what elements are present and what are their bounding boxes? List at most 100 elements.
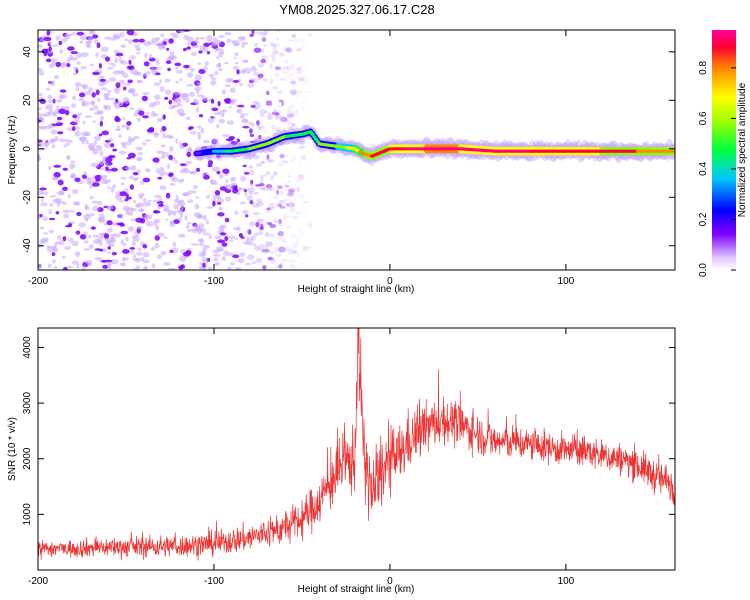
noise-dot	[66, 265, 74, 269]
noise-dot	[68, 139, 73, 143]
noise-dot	[139, 208, 144, 213]
noise-dot	[142, 197, 147, 203]
noise-dot	[266, 90, 270, 96]
noise-dot	[39, 187, 47, 191]
noise-dot	[274, 115, 281, 120]
noise-dot	[189, 170, 197, 174]
noise-dot	[87, 262, 92, 267]
noise-dot	[232, 254, 240, 259]
noise-dot	[137, 80, 141, 84]
noise-dot	[256, 201, 264, 207]
noise-dot	[107, 97, 116, 101]
noise-dot	[101, 130, 109, 136]
noise-dot	[221, 89, 227, 95]
noise-dot	[77, 112, 83, 116]
noise-dot	[266, 101, 272, 107]
spectrogram-x-label: Height of straight line (km)	[298, 284, 415, 295]
noise-dot	[118, 133, 122, 138]
noise-dot	[176, 99, 182, 105]
noise-dot	[213, 39, 222, 46]
noise-dot	[150, 246, 156, 251]
noise-dot	[244, 191, 248, 197]
noise-dot	[249, 169, 255, 176]
noise-dot	[89, 107, 95, 112]
noise-dot	[136, 225, 143, 230]
noise-dot	[162, 204, 170, 211]
noise-dot	[290, 265, 297, 269]
noise-dot	[297, 238, 304, 242]
noise-dot	[258, 230, 263, 236]
noise-dot	[153, 82, 160, 86]
noise-dot	[286, 107, 292, 112]
noise-dot	[223, 184, 230, 188]
noise-dot	[159, 79, 162, 84]
noise-dot	[142, 73, 148, 77]
noise-dot	[112, 101, 118, 107]
noise-dot	[114, 117, 121, 123]
noise-dot	[283, 66, 291, 71]
noise-dot	[222, 168, 230, 174]
noise-dot	[41, 237, 48, 244]
noise-dot	[118, 222, 124, 226]
noise-dot	[225, 196, 232, 202]
noise-dot	[107, 251, 111, 255]
noise-dot	[56, 105, 60, 110]
noise-dot	[299, 106, 307, 111]
noise-dot	[291, 62, 295, 69]
noise-dot	[246, 229, 250, 234]
noise-dot	[242, 209, 249, 215]
noise-dot	[202, 139, 210, 144]
noise-dot	[88, 243, 94, 249]
noise-dot	[210, 77, 217, 81]
noise-dot	[258, 125, 266, 129]
colorbar-tick-label: 0.4	[698, 162, 709, 176]
noise-dot	[305, 79, 312, 85]
noise-dot	[296, 40, 303, 44]
noise-dot	[92, 205, 100, 212]
noise-dot	[279, 52, 285, 58]
noise-dot	[265, 241, 274, 247]
noise-dot	[246, 71, 251, 75]
noise-dot	[261, 249, 268, 254]
noise-dot	[38, 125, 44, 130]
noise-dot	[138, 195, 144, 199]
noise-dot	[215, 56, 220, 59]
noise-dot	[284, 116, 291, 120]
noise-dot	[62, 167, 69, 171]
noise-dot	[208, 233, 212, 240]
noise-dot	[124, 99, 130, 105]
noise-dot	[114, 57, 119, 64]
noise-dot	[239, 252, 246, 257]
noise-dot	[299, 65, 306, 69]
noise-dot	[99, 78, 106, 82]
noise-dot	[289, 89, 297, 95]
noise-dot	[64, 109, 70, 116]
noise-dot	[262, 187, 266, 191]
noise-dot	[62, 255, 66, 260]
noise-dot	[212, 249, 220, 254]
noise-dot	[48, 217, 56, 221]
noise-dot	[194, 74, 203, 81]
noise-dot	[168, 145, 174, 152]
noise-dot	[172, 241, 177, 248]
noise-dot	[250, 235, 256, 241]
noise-dot	[183, 167, 187, 172]
noise-dot	[247, 82, 255, 88]
noise-dot	[120, 44, 127, 48]
noise-dot	[88, 87, 93, 93]
noise-dot	[229, 100, 235, 105]
noise-dot	[95, 52, 99, 58]
noise-dot	[202, 46, 209, 53]
noise-dot	[105, 166, 109, 170]
noise-dot	[300, 231, 305, 236]
noise-dot	[184, 97, 190, 103]
snr-series-layer	[38, 328, 675, 561]
noise-dot	[221, 256, 227, 262]
noise-dot	[274, 66, 282, 71]
noise-dot	[38, 141, 44, 148]
noise-dot	[199, 36, 205, 40]
noise-dot	[163, 236, 168, 240]
noise-dot	[154, 58, 160, 63]
noise-dot	[42, 216, 48, 222]
